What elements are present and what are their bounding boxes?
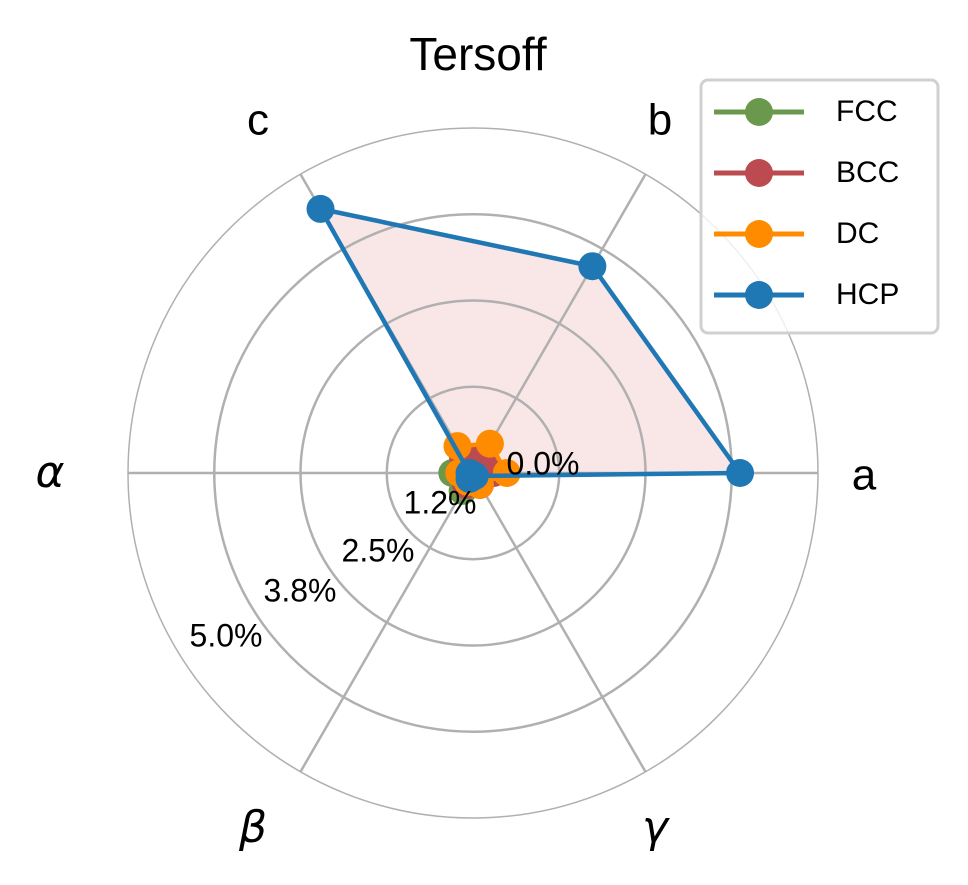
legend-label: FCC — [836, 95, 898, 128]
axis-labels: a b c α β γ — [35, 96, 876, 853]
legend-marker — [745, 281, 773, 309]
data-point-marker — [460, 461, 489, 490]
legend-item-bcc: BCC — [714, 156, 899, 189]
radial-tick-label: 1.2% — [404, 484, 477, 520]
axis-label-2: c — [247, 96, 269, 145]
axis-label-0: a — [852, 451, 877, 500]
legend-label: BCC — [836, 156, 899, 189]
legend: FCC BCC DC HCP — [699, 78, 940, 335]
axis-label-4: β — [238, 802, 267, 853]
hcp-fill-area — [320, 208, 741, 479]
grid-spoke — [471, 472, 647, 773]
data-point-marker — [492, 459, 521, 487]
radial-tick-label: 0.0% — [507, 445, 580, 481]
legend-marker — [745, 220, 773, 248]
axis-label-1: b — [648, 96, 672, 145]
radial-tick-label: 3.8% — [264, 572, 337, 608]
grid-spoke — [299, 472, 475, 773]
legend-frame — [699, 78, 940, 335]
data-series — [306, 194, 755, 505]
legend-label: DC — [836, 217, 879, 250]
data-point-marker — [726, 459, 755, 487]
series-hcp — [306, 194, 755, 493]
data-point-marker — [578, 252, 607, 281]
chart-title: Tersoff — [409, 28, 546, 80]
series-fill — [320, 208, 741, 479]
data-point-marker — [475, 429, 504, 458]
legend-label: HCP — [836, 278, 899, 311]
legend-marker — [745, 159, 773, 187]
legend-item-fcc: FCC — [714, 95, 898, 128]
legend-item-dc: DC — [714, 217, 879, 250]
radial-tick-labels: 0.0% 1.2% 2.5%3.8%5.0% — [190, 445, 580, 653]
radial-tick-label: 5.0% — [190, 617, 263, 653]
grid-spoke — [471, 173, 647, 474]
radial-tick-label: 2.5% — [342, 532, 415, 568]
legend-marker — [745, 98, 773, 126]
axis-label-3: α — [35, 447, 64, 498]
axis-label-5: γ — [642, 802, 670, 853]
legend-item-hcp: HCP — [714, 278, 899, 311]
data-point-marker — [306, 194, 335, 223]
